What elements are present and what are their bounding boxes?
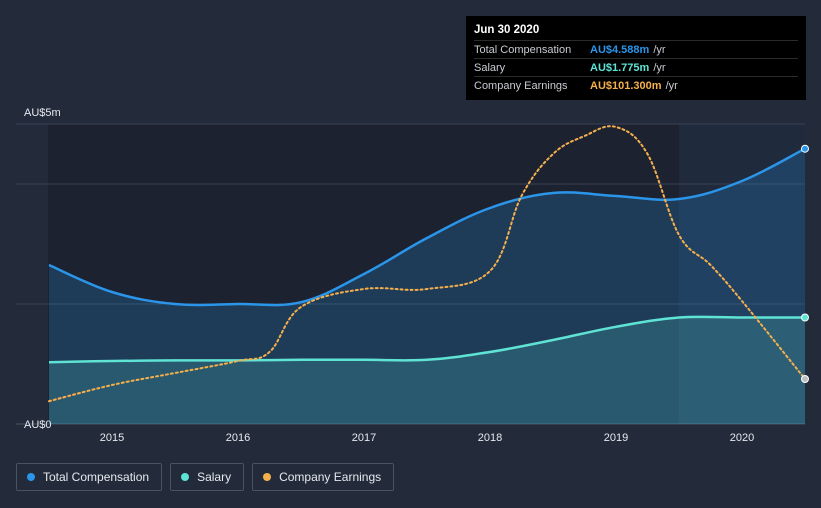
x-tick-label: 2016 (226, 432, 250, 444)
tooltip-row-company-earnings: Company Earnings AU$101.300m /yr (474, 76, 798, 94)
salary-line (48, 315, 805, 364)
x-tick-label: 2020 (730, 432, 754, 444)
tooltip-label: Salary (474, 61, 506, 74)
tooltip-panel: Jun 30 2020 Total Compensation AU$4.588m… (466, 16, 806, 100)
tooltip-label: Total Compensation (474, 43, 572, 56)
tooltip-row-total-compensation: Total Compensation AU$4.588m /yr (474, 40, 798, 58)
highlight-region (679, 124, 805, 424)
salary-area (49, 316, 805, 424)
tooltip-unit: /yr (653, 61, 666, 74)
tooltip-value: AU$4.588m (590, 43, 650, 56)
tooltip-row-salary: Salary AU$1.775m /yr (474, 58, 798, 76)
legend-dot-icon (263, 473, 272, 481)
company-earnings-line (48, 125, 806, 403)
tooltip-value: AU$1.775m (590, 61, 650, 74)
total-compensation-end-marker (801, 144, 809, 153)
tooltip-unit: /yr (665, 79, 678, 92)
y-tick-label: AU$5m (24, 107, 61, 119)
y-tick-label: AU$0 (24, 419, 52, 431)
legend-label: Total Compensation (43, 470, 150, 484)
x-tick-label: 2017 (352, 432, 376, 444)
legend-dot-icon (181, 473, 190, 481)
legend-item-company-earnings[interactable]: Company Earnings (252, 463, 395, 491)
legend-label: Salary (197, 470, 232, 484)
x-tick-label: 2018 (478, 432, 502, 444)
legend-label: Company Earnings (279, 470, 382, 484)
legend-item-total-compensation[interactable]: Total Compensation (16, 463, 163, 491)
salary-end-marker (801, 313, 809, 322)
legend-item-salary[interactable]: Salary (170, 463, 245, 491)
chart-legend: Total Compensation Salary Company Earnin… (16, 463, 395, 491)
total-compensation-line (48, 147, 806, 307)
tooltip-date: Jun 30 2020 (474, 24, 540, 36)
total-compensation-area (49, 148, 805, 424)
x-tick-label: 2019 (604, 432, 628, 444)
company-earnings-end-marker (801, 375, 809, 383)
tooltip-value: AU$101.300m (590, 79, 662, 92)
tooltip-label: Company Earnings (474, 79, 568, 92)
x-tick-label: 2015 (100, 432, 124, 444)
legend-dot-icon (27, 473, 35, 481)
plot-background (48, 124, 805, 424)
tooltip-unit: /yr (653, 43, 666, 56)
